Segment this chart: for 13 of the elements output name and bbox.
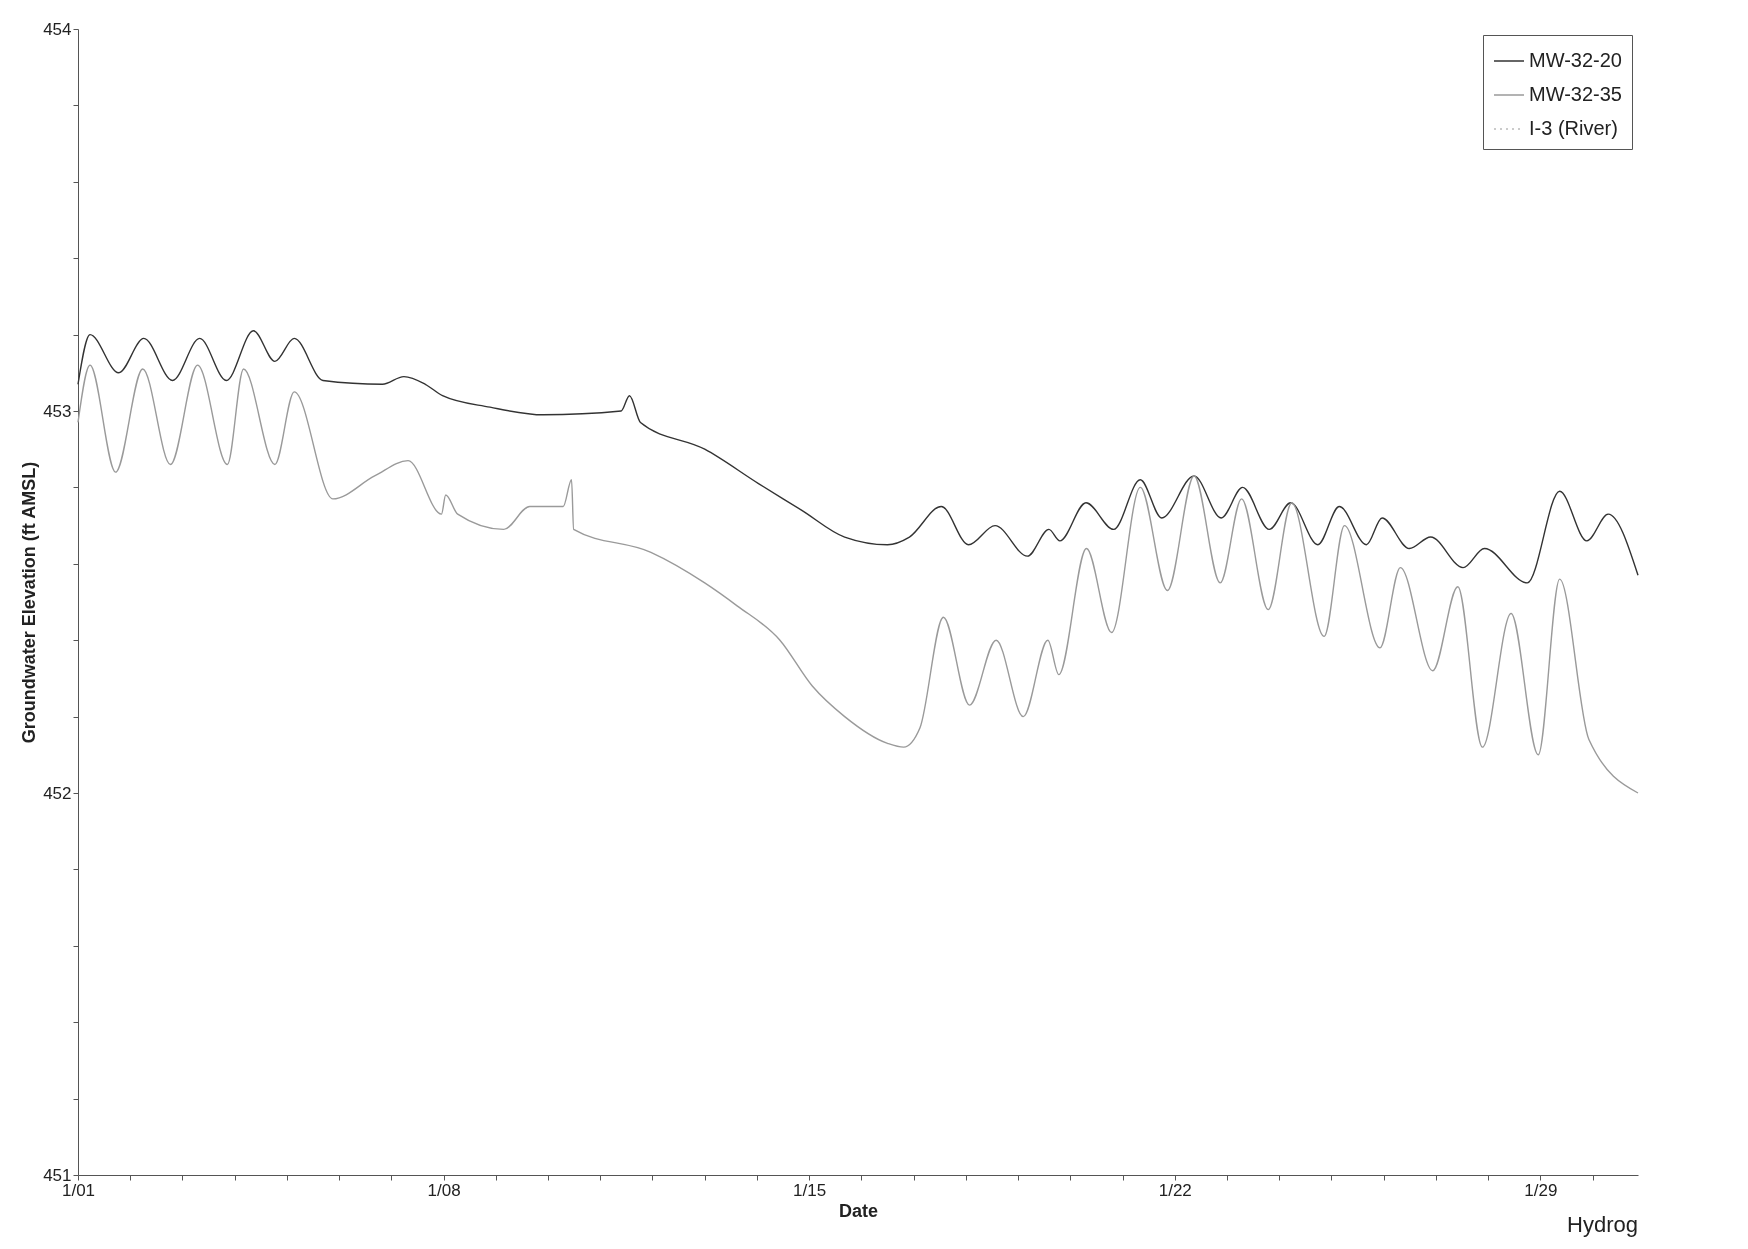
y-axis-title: Groundwater Elevation (ft AMSL) <box>19 461 40 744</box>
x-tick-label: 1/29 <box>1524 1180 1558 1200</box>
x-tick-label: 1/22 <box>1158 1180 1192 1200</box>
x-axis-title: Date <box>838 1200 879 1221</box>
x-tick-label: 1/08 <box>427 1180 461 1200</box>
legend-label: MW-32-35 <box>1529 83 1622 105</box>
text: Hydrog <box>1567 1212 1638 1237</box>
y-tick-label: 454 <box>43 19 72 39</box>
x-tick-label: 1/15 <box>793 1180 827 1200</box>
legend-label: I-3 (River) <box>1529 117 1618 139</box>
legend-label: MW-32-20 <box>1529 49 1622 71</box>
y-tick-label: 452 <box>43 783 72 803</box>
y-tick-label: 453 <box>43 401 72 421</box>
